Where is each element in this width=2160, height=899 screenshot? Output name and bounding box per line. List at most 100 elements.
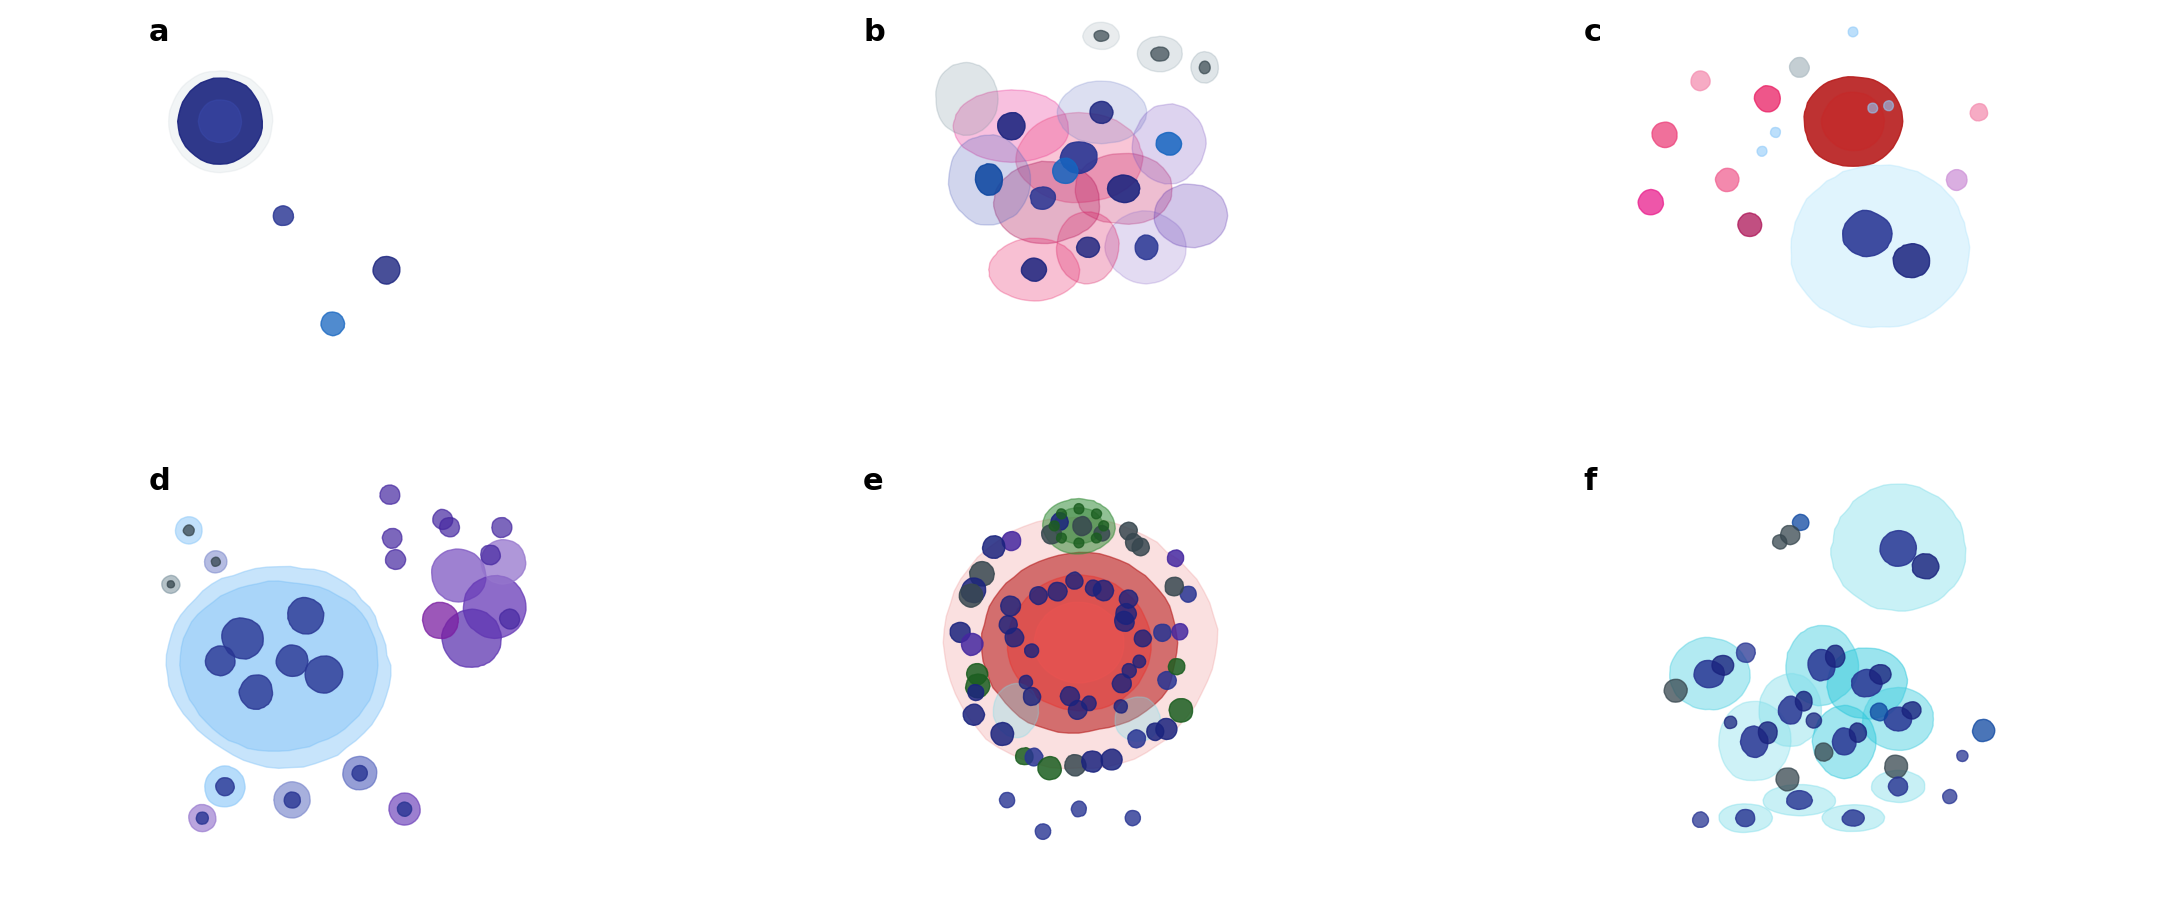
Polygon shape bbox=[970, 562, 994, 586]
Polygon shape bbox=[1082, 751, 1102, 772]
Polygon shape bbox=[994, 161, 1099, 244]
Polygon shape bbox=[177, 78, 261, 165]
Polygon shape bbox=[1117, 603, 1136, 624]
Polygon shape bbox=[1115, 699, 1128, 713]
Polygon shape bbox=[1827, 648, 1907, 719]
Polygon shape bbox=[380, 485, 400, 504]
Polygon shape bbox=[1849, 723, 1866, 743]
Polygon shape bbox=[968, 685, 983, 700]
Polygon shape bbox=[322, 312, 346, 336]
Polygon shape bbox=[1739, 213, 1763, 236]
Polygon shape bbox=[1793, 514, 1808, 530]
Polygon shape bbox=[162, 575, 179, 593]
Polygon shape bbox=[1737, 643, 1756, 663]
Polygon shape bbox=[1871, 703, 1888, 721]
Polygon shape bbox=[197, 812, 207, 824]
Polygon shape bbox=[1082, 696, 1095, 710]
Polygon shape bbox=[1048, 583, 1067, 601]
Polygon shape bbox=[1812, 706, 1877, 779]
Polygon shape bbox=[1823, 805, 1884, 832]
Polygon shape bbox=[1912, 554, 1940, 579]
Polygon shape bbox=[1693, 812, 1709, 827]
Polygon shape bbox=[1074, 503, 1084, 514]
Polygon shape bbox=[1169, 550, 1184, 566]
Polygon shape bbox=[1056, 533, 1067, 543]
Polygon shape bbox=[1007, 574, 1151, 711]
Polygon shape bbox=[1808, 649, 1836, 681]
Polygon shape bbox=[1147, 723, 1164, 741]
Polygon shape bbox=[1132, 655, 1145, 668]
Polygon shape bbox=[1000, 616, 1017, 634]
Polygon shape bbox=[1125, 533, 1143, 551]
Polygon shape bbox=[423, 602, 458, 638]
Polygon shape bbox=[1851, 670, 1881, 697]
Polygon shape bbox=[1056, 81, 1147, 144]
Polygon shape bbox=[1065, 572, 1082, 589]
Polygon shape bbox=[1778, 696, 1801, 724]
Polygon shape bbox=[1156, 132, 1182, 156]
Polygon shape bbox=[397, 802, 413, 816]
Polygon shape bbox=[1119, 522, 1138, 539]
Polygon shape bbox=[1024, 644, 1039, 657]
Polygon shape bbox=[274, 206, 294, 226]
Polygon shape bbox=[1022, 258, 1048, 281]
Polygon shape bbox=[492, 518, 512, 538]
Polygon shape bbox=[305, 656, 343, 693]
Polygon shape bbox=[1179, 586, 1197, 602]
Polygon shape bbox=[1076, 154, 1173, 225]
Polygon shape bbox=[1134, 630, 1151, 646]
Polygon shape bbox=[1054, 508, 1104, 544]
Text: f: f bbox=[1583, 467, 1596, 496]
Polygon shape bbox=[1102, 749, 1123, 770]
Polygon shape bbox=[1153, 624, 1171, 641]
Polygon shape bbox=[1842, 810, 1864, 826]
Polygon shape bbox=[352, 765, 367, 781]
Polygon shape bbox=[1084, 580, 1102, 596]
Polygon shape bbox=[950, 622, 970, 643]
Polygon shape bbox=[1169, 659, 1186, 675]
Polygon shape bbox=[961, 578, 985, 602]
Polygon shape bbox=[1884, 101, 1894, 111]
Polygon shape bbox=[1035, 823, 1050, 840]
Polygon shape bbox=[1052, 158, 1078, 183]
Polygon shape bbox=[1171, 624, 1188, 640]
Polygon shape bbox=[1670, 637, 1750, 710]
Polygon shape bbox=[205, 645, 235, 676]
Polygon shape bbox=[1074, 517, 1091, 536]
Polygon shape bbox=[1780, 526, 1799, 545]
Polygon shape bbox=[1164, 577, 1184, 596]
Polygon shape bbox=[1115, 611, 1134, 631]
Polygon shape bbox=[1169, 699, 1192, 722]
Polygon shape bbox=[1061, 142, 1097, 174]
Polygon shape bbox=[968, 663, 987, 685]
Polygon shape bbox=[1758, 722, 1778, 743]
Polygon shape bbox=[1713, 655, 1734, 675]
Polygon shape bbox=[1132, 539, 1149, 556]
Polygon shape bbox=[1737, 809, 1754, 826]
Polygon shape bbox=[1758, 673, 1821, 746]
Polygon shape bbox=[1886, 755, 1907, 779]
Polygon shape bbox=[1156, 718, 1177, 740]
Polygon shape bbox=[1104, 210, 1186, 284]
Polygon shape bbox=[1128, 730, 1145, 748]
Polygon shape bbox=[1892, 244, 1929, 278]
Polygon shape bbox=[1004, 628, 1024, 646]
Polygon shape bbox=[1093, 526, 1110, 541]
Polygon shape bbox=[1069, 700, 1086, 719]
Polygon shape bbox=[1773, 535, 1786, 549]
Polygon shape bbox=[389, 793, 421, 825]
Polygon shape bbox=[1015, 112, 1143, 202]
Polygon shape bbox=[1791, 165, 1970, 327]
Text: b: b bbox=[864, 18, 886, 47]
Polygon shape bbox=[1804, 76, 1903, 166]
Polygon shape bbox=[1754, 85, 1780, 111]
Polygon shape bbox=[1091, 509, 1102, 519]
Polygon shape bbox=[1039, 757, 1061, 779]
Polygon shape bbox=[1715, 168, 1739, 191]
Polygon shape bbox=[994, 683, 1039, 738]
Polygon shape bbox=[944, 517, 1218, 769]
Polygon shape bbox=[1825, 645, 1845, 667]
Polygon shape bbox=[1946, 170, 1968, 191]
Polygon shape bbox=[274, 782, 311, 818]
Polygon shape bbox=[285, 792, 300, 808]
